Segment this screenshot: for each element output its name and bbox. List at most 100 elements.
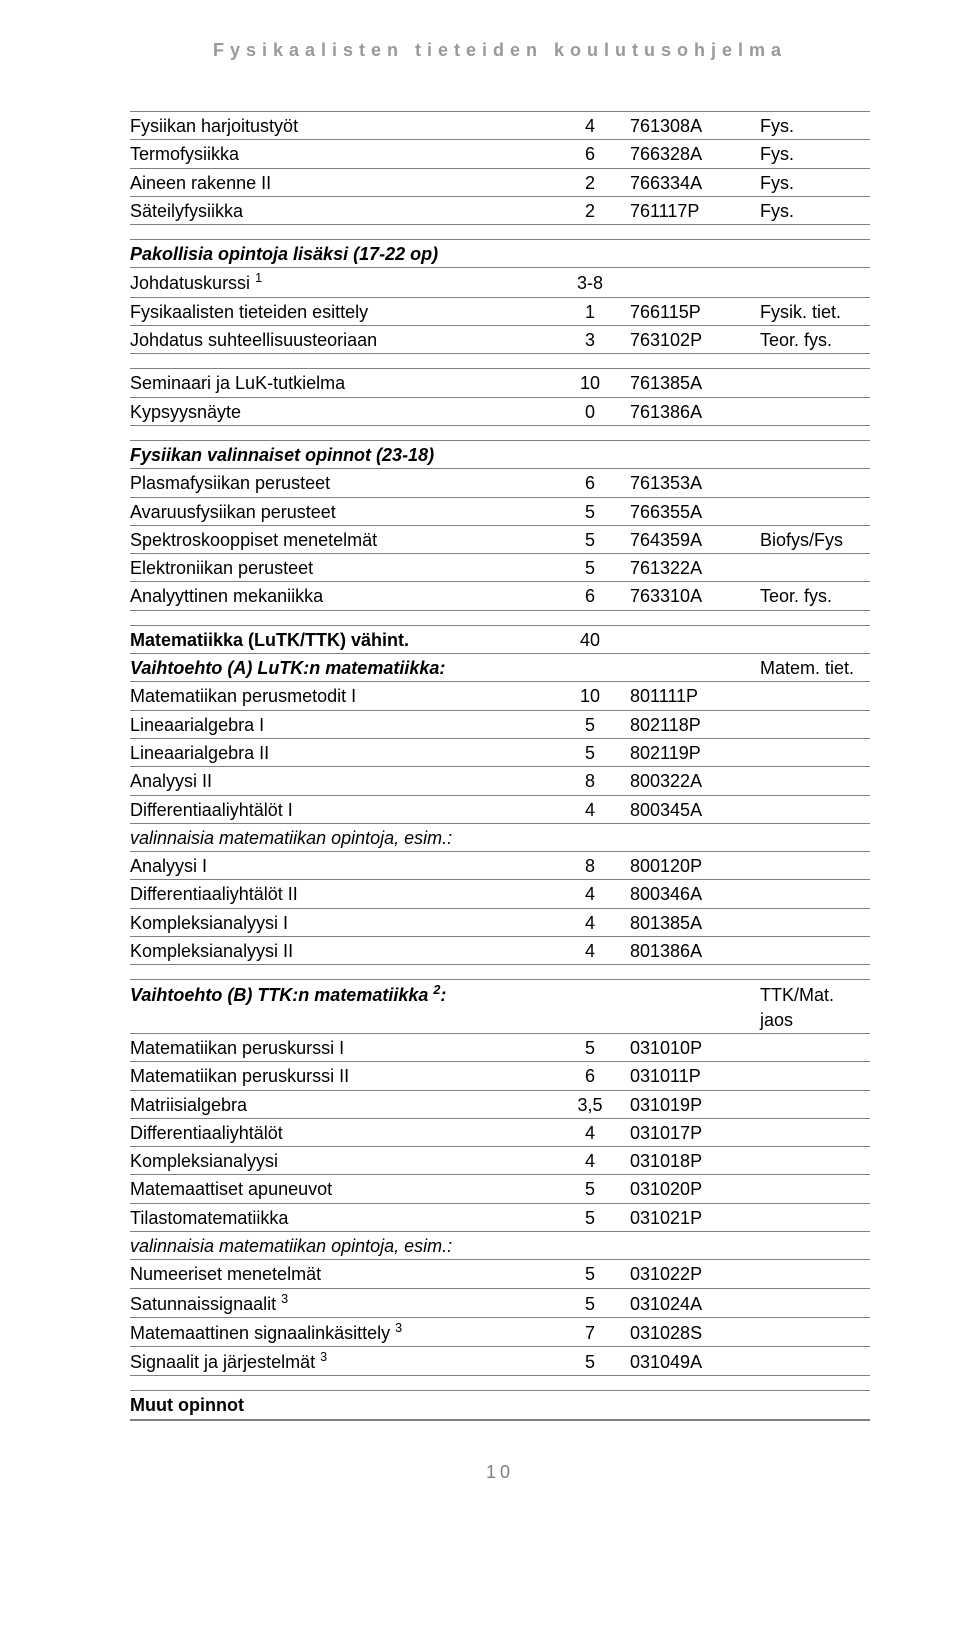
course-name: Differentiaaliyhtälöt II (130, 882, 550, 906)
course-name: Avaruusfysiikan perusteet (130, 500, 550, 524)
course-code: 761308A (630, 114, 760, 138)
course-code: 802119P (630, 741, 760, 765)
course-name: Säteilyfysiikka (130, 199, 550, 223)
course-credits: 4 (550, 114, 630, 138)
course-name: Matemaattiset apuneuvot (130, 1177, 550, 1201)
table-row: Kompleksianalyysi4031018P (130, 1147, 870, 1175)
course-credits: 5 (550, 528, 630, 552)
course-credits: 8 (550, 854, 630, 878)
course-credits: 5 (550, 556, 630, 580)
course-code: 766334A (630, 171, 760, 195)
course-credits: 3,5 (550, 1093, 630, 1117)
course-name: Matematiikan peruskurssi I (130, 1036, 550, 1060)
course-code: 766115P (630, 300, 760, 324)
table-row: Spektroskooppiset menetelmät5764359ABiof… (130, 526, 870, 554)
course-name: Matematiikan perusmetodit I (130, 684, 550, 708)
muut-opinnot: Muut opinnot (130, 1390, 870, 1419)
matematiikka-header: Matematiikka (LuTK/TTK) vähint. 40 (130, 625, 870, 654)
block-b: Johdatuskurssi 13-8Fysikaalisten tieteid… (130, 268, 870, 354)
course-name: Signaalit ja järjestelmät 3 (130, 1349, 550, 1374)
course-note: Fys. (760, 114, 870, 138)
course-name: Analyysi I (130, 854, 550, 878)
page-number: 10 (130, 1462, 870, 1483)
table-row: Numeeriset menetelmät5031022P (130, 1260, 870, 1288)
table-row: Kompleksianalyysi II4801386A (130, 937, 870, 965)
course-credits: 5 (550, 1036, 630, 1060)
document-page: Fysikaalisten tieteiden koulutusohjelma … (0, 0, 960, 1634)
course-credits: 0 (550, 400, 630, 424)
course-credits: 6 (550, 1064, 630, 1088)
table-row: Termofysiikka6766328AFys. (130, 140, 870, 168)
course-code: 031021P (630, 1206, 760, 1230)
course-code: 031020P (630, 1177, 760, 1201)
course-credits: 5 (550, 1177, 630, 1201)
table-row: Johdatuskurssi 13-8 (130, 268, 870, 297)
course-code: 763102P (630, 328, 760, 352)
section-title-pakollisia: Pakollisia opintoja lisäksi (17-22 op) (130, 239, 870, 268)
course-name: Fysikaalisten tieteiden esittely (130, 300, 550, 324)
table-row: Aineen rakenne II2766334AFys. (130, 169, 870, 197)
course-credits: 5 (550, 1292, 630, 1316)
course-credits: 4 (550, 1121, 630, 1145)
course-name: Analyyttinen mekaniikka (130, 584, 550, 608)
section-title-valinnaiset: Fysiikan valinnaiset opinnot (23-18) (130, 440, 870, 469)
course-name: Kypsyysnäyte (130, 400, 550, 424)
course-credits: 1 (550, 300, 630, 324)
course-code: 800120P (630, 854, 760, 878)
table-row: Signaalit ja järjestelmät 35031049A (130, 1347, 870, 1376)
course-credits: 4 (550, 882, 630, 906)
course-name: Numeeriset menetelmät (130, 1262, 550, 1286)
table-row: Kypsyysnäyte0761386A (130, 398, 870, 426)
course-note: Teor. fys. (760, 584, 870, 608)
course-code: 800322A (630, 769, 760, 793)
course-note: Teor. fys. (760, 328, 870, 352)
course-name: Fysiikan harjoitustyöt (130, 114, 550, 138)
course-credits: 5 (550, 713, 630, 737)
table-row: Johdatus suhteellisuusteoriaan3763102PTe… (130, 326, 870, 354)
course-name: Tilastomatematiikka (130, 1206, 550, 1230)
table-row: Kompleksianalyysi I4801385A (130, 909, 870, 937)
table-row: Analyysi I8800120P (130, 852, 870, 880)
table-row: Matematiikan peruskurssi I5031010P (130, 1034, 870, 1062)
vaihto-b-valinn: valinnaisia matematiikan opintoja, esim.… (130, 1232, 870, 1260)
course-code: 031010P (630, 1036, 760, 1060)
table-row: Fysikaalisten tieteiden esittely1766115P… (130, 298, 870, 326)
course-name: Analyysi II (130, 769, 550, 793)
course-name: Johdatus suhteellisuusteoriaan (130, 328, 550, 352)
course-credits: 4 (550, 939, 630, 963)
course-code: 800346A (630, 882, 760, 906)
course-credits: 10 (550, 684, 630, 708)
course-credits: 8 (550, 769, 630, 793)
vaihto-b1: Matematiikan peruskurssi I5031010PMatema… (130, 1034, 870, 1232)
course-code: 801111P (630, 684, 760, 708)
course-name: Elektroniikan perusteet (130, 556, 550, 580)
block-a: Fysiikan harjoitustyöt4761308AFys.Termof… (130, 111, 870, 225)
table-row: Avaruusfysiikan perusteet5766355A (130, 498, 870, 526)
course-code: 031028S (630, 1321, 760, 1345)
course-code: 801385A (630, 911, 760, 935)
course-credits: 6 (550, 142, 630, 166)
course-code: 761385A (630, 371, 760, 395)
course-name: Differentiaaliyhtälöt I (130, 798, 550, 822)
course-name: Spektroskooppiset menetelmät (130, 528, 550, 552)
course-credits: 10 (550, 371, 630, 395)
course-code: 764359A (630, 528, 760, 552)
course-code: 766328A (630, 142, 760, 166)
vaihto-a-valinn: valinnaisia matematiikan opintoja, esim.… (130, 824, 870, 852)
course-credits: 6 (550, 584, 630, 608)
course-credits: 5 (550, 741, 630, 765)
course-name: Kompleksianalyysi I (130, 911, 550, 935)
vaihto-a2: Analyysi I8800120PDifferentiaaliyhtälöt … (130, 852, 870, 965)
course-credits: 4 (550, 798, 630, 822)
course-code: 763310A (630, 584, 760, 608)
table-row: Tilastomatematiikka5031021P (130, 1204, 870, 1232)
block-c: Seminaari ja LuK-tutkielma10761385AKypsy… (130, 368, 870, 426)
course-name: Satunnaissignaalit 3 (130, 1291, 550, 1316)
course-name: Matriisialgebra (130, 1093, 550, 1117)
course-code: 761117P (630, 199, 760, 223)
table-row: Matematiikan peruskurssi II6031011P (130, 1062, 870, 1090)
course-credits: 5 (550, 500, 630, 524)
course-code: 031011P (630, 1064, 760, 1088)
course-name: Differentiaaliyhtälöt (130, 1121, 550, 1145)
course-code: 766355A (630, 500, 760, 524)
